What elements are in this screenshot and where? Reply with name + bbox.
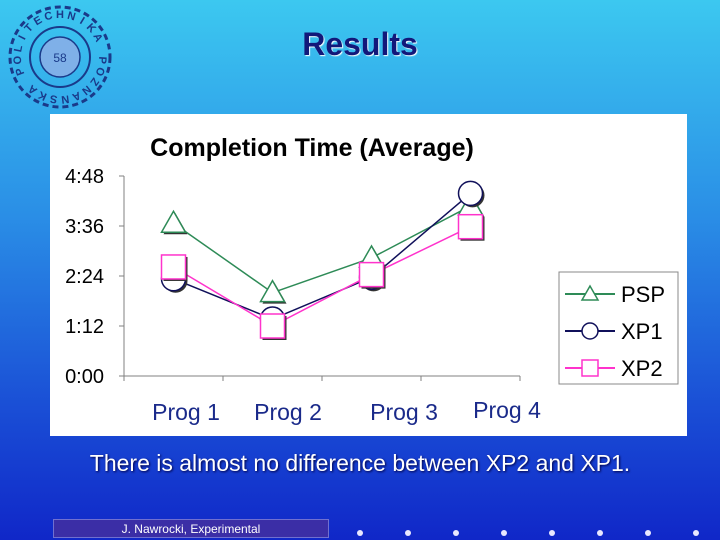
slide-caption: There is almost no difference between XP…	[89, 450, 631, 476]
logo-letter: P	[14, 66, 28, 77]
legend-label: PSP	[621, 282, 665, 307]
legend-label: XP1	[621, 319, 663, 344]
legend-label: XP2	[621, 356, 663, 381]
chart-legend: PSP XP1 XP2	[558, 271, 679, 385]
completion-time-chart: Completion Time (Average) 0:00 1:12 2:24 3:3…	[65, 134, 679, 425]
footer-dot	[693, 530, 699, 536]
logo-letter: A	[26, 82, 40, 96]
footer-dot	[645, 530, 651, 536]
logo-letter: C	[43, 10, 54, 24]
data-point-xp1	[457, 180, 485, 208]
data-point-xp2	[259, 313, 287, 340]
logo-letter: L	[12, 44, 25, 53]
chart-panel: Completion Time (Average) 0:00 1:12 2:24 3:3…	[50, 114, 687, 436]
footer-dot	[597, 530, 603, 536]
marker-shape	[457, 213, 484, 240]
footer-dot	[549, 530, 555, 536]
series-line-xp1	[173, 192, 471, 320]
logo-letter: H	[56, 9, 64, 21]
logo-letter: I	[16, 34, 28, 42]
series-line-xp2	[173, 226, 471, 327]
logo-letter: I	[78, 15, 87, 27]
y-tick-label: 3:36	[65, 216, 104, 238]
data-point-xp2	[358, 261, 386, 289]
x-category-label: Prog 3	[370, 399, 438, 425]
logo-letter: N	[60, 92, 69, 105]
logo-letter: P	[96, 56, 109, 64]
data-point-xp2	[160, 254, 188, 281]
footer-box: J. Nawrocki, Experimental	[53, 519, 329, 538]
legend-marker	[580, 284, 600, 301]
footer-dot	[501, 530, 507, 536]
y-tick-label: 0:00	[65, 366, 104, 388]
legend-marker	[581, 359, 599, 377]
marker-shape	[259, 279, 286, 303]
logo-letter: O	[12, 55, 25, 65]
footer-text: J. Nawrocki, Experimental	[121, 522, 261, 536]
x-category-label: Prog 4	[473, 397, 541, 423]
data-point-xp2	[457, 213, 485, 241]
logo-letter: N	[79, 83, 93, 97]
y-tick-label: 4:48	[65, 166, 104, 188]
legend-box	[558, 271, 679, 385]
logo-letter: N	[66, 10, 77, 24]
data-point-psp	[160, 209, 188, 235]
y-tick-label: 2:24	[65, 266, 104, 288]
series-line-psp	[173, 205, 471, 294]
marker-shape	[358, 261, 385, 288]
logo-letter: S	[49, 92, 58, 105]
x-category-label: Prog 1	[152, 399, 220, 425]
chart-title: Completion Time (Average)	[150, 134, 474, 162]
y-tick-label: 1:12	[65, 316, 104, 338]
marker-shape	[457, 180, 484, 207]
x-category-label: Prog 2	[254, 399, 322, 425]
slide-title: Results	[302, 26, 418, 62]
footer-dot	[405, 530, 411, 536]
logo-letter: A	[70, 89, 82, 103]
logo-center-text: 58	[53, 51, 67, 65]
footer-dot	[357, 530, 363, 536]
legend-marker	[581, 322, 599, 340]
logo-letter: O	[92, 65, 106, 78]
marker-shape	[259, 313, 286, 339]
data-point-psp	[259, 279, 287, 304]
footer-dot	[453, 530, 459, 536]
marker-shape	[160, 209, 187, 233]
marker-shape	[160, 254, 187, 280]
